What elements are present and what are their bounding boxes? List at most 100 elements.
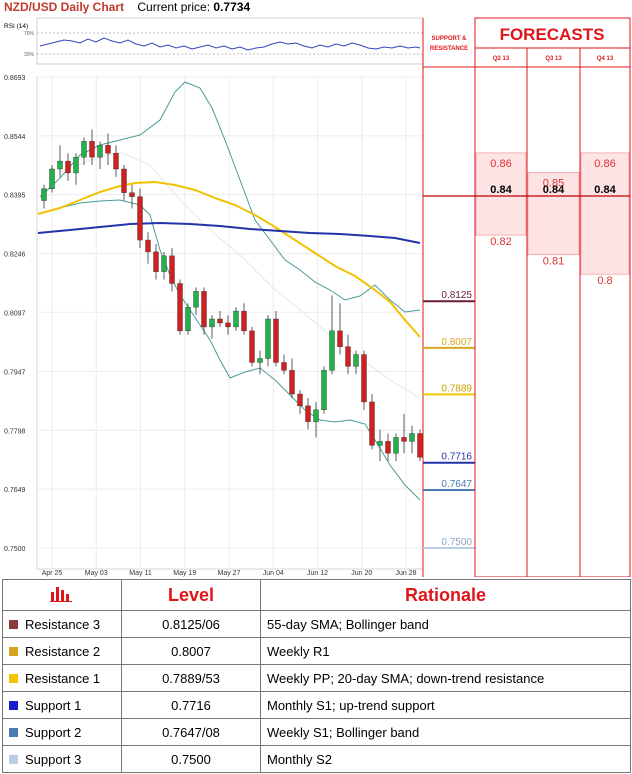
- level-color-swatch: [9, 701, 18, 711]
- forecast-value: 0.81: [543, 256, 564, 268]
- forecast-value: 0.85: [543, 177, 564, 189]
- sr-level-label: 0.7716: [441, 452, 472, 463]
- sr-level-label: 0.8007: [441, 337, 472, 348]
- forecast-range: [475, 152, 527, 236]
- bollinger-lower: [39, 199, 421, 501]
- levels-header-row: Level Rationale: [2, 579, 631, 611]
- table-row: Support 3 0.7500 Monthly S2: [2, 745, 631, 773]
- candle: [353, 350, 359, 375]
- y-tick-label: 0.8097: [4, 310, 26, 317]
- candle: [113, 145, 119, 177]
- rsi-line: [39, 37, 421, 51]
- candle: [329, 295, 335, 375]
- candle: [161, 251, 167, 280]
- forecast-value: 0.86: [490, 158, 511, 170]
- candle: [201, 287, 207, 335]
- candle: [225, 315, 231, 335]
- level-value: 0.8125/06: [121, 610, 261, 638]
- sma-55: [37, 180, 421, 338]
- candle: [233, 307, 239, 331]
- candle: [377, 429, 383, 462]
- forecast-column-label: Q3 13: [545, 56, 562, 62]
- level-name: Support 2: [25, 725, 82, 741]
- table-row: Resistance 1 0.7889/53 Weekly PP; 20-day S…: [2, 664, 631, 692]
- y-axis-ticks: 0.8693 0.8544 0.8395 0.8246 0.8097 0.7947 0.77…: [4, 75, 26, 553]
- forecast-range: [580, 152, 630, 275]
- forecast-range: [527, 172, 580, 256]
- sma-200: [37, 221, 421, 244]
- candle: [401, 413, 407, 454]
- rsi-tick-bottom: 30%: [24, 52, 35, 58]
- chart-title: NZD/USD Daily Chart: [4, 0, 125, 14]
- level-value: 0.7889/53: [121, 664, 261, 692]
- candle: [169, 247, 175, 292]
- y-tick-label: 0.7649: [4, 487, 26, 494]
- level-name: Resistance 3: [25, 617, 101, 633]
- table-row: Resistance 2 0.8007 Weekly R1: [2, 637, 631, 665]
- candle: [89, 129, 95, 166]
- candle: [337, 303, 343, 355]
- candle: [65, 153, 71, 181]
- candle: [257, 350, 263, 375]
- y-tick-label: 0.8544: [4, 134, 26, 141]
- candle: [345, 334, 351, 375]
- level-rationale: Weekly S1; Bollinger band: [260, 718, 631, 746]
- candle: [289, 358, 295, 398]
- level-name-cell: Resistance 3: [2, 610, 122, 638]
- sr-levels: 0.8125 0.8007 0.7889 0.7716 0.7647 0.7500: [423, 290, 475, 549]
- current-price: 0.7734: [213, 0, 251, 14]
- chart-panel: NZD/USD Daily Chart Current price: 0.773…: [4, 0, 631, 577]
- sr-column: SUPPORT & RESISTANCE 0.81250.80070.78890…: [422, 18, 475, 577]
- y-tick-label: 0.8246: [4, 251, 26, 258]
- candle: [81, 137, 87, 166]
- sr-header-line1: SUPPORT &: [431, 36, 467, 42]
- x-tick-label: May 11: [129, 570, 152, 577]
- sr-header-line2: RESISTANCE: [430, 46, 468, 52]
- x-axis-ticks: Apr 25 May 03 May 11 May 19 May 27 Jun 04 Jun …: [42, 570, 417, 577]
- chart-header: NZD/USD Daily Chart Current price: 0.773…: [4, 0, 250, 14]
- candle: [241, 303, 247, 335]
- table-row: Support 1 0.7716 Monthly S1; up-trend supp…: [2, 691, 631, 719]
- level-header: Level: [121, 579, 261, 611]
- candle: [73, 153, 79, 185]
- x-tick-label: May 03: [85, 570, 108, 577]
- candle: [313, 401, 319, 438]
- table-row: Resistance 3 0.8125/06 55-day SMA; Bolling…: [2, 610, 631, 638]
- candle: [97, 141, 103, 169]
- rsi-panel: RSI (14) 70% 30%: [4, 17, 424, 65]
- level-rationale: Weekly PP; 20-day SMA; down-trend resist…: [260, 664, 631, 692]
- candle: [105, 133, 111, 166]
- forecast-column-label: Q2 13: [493, 56, 510, 62]
- level-name-cell: Support 1: [2, 691, 122, 719]
- x-tick-label: Jun 12: [307, 570, 328, 577]
- level-color-swatch: [9, 674, 18, 684]
- level-name: Support 3: [25, 752, 82, 768]
- price-label: Current price:: [137, 0, 211, 14]
- level-name-cell: Resistance 2: [2, 637, 122, 665]
- forecast-column-label: Q4 13: [597, 56, 614, 62]
- x-tick-label: May 19: [173, 570, 196, 577]
- candlesticks: [41, 129, 423, 462]
- level-rationale: Monthly S1; up-trend support: [260, 691, 631, 719]
- level-rationale: 55-day SMA; Bollinger band: [260, 610, 631, 638]
- level-name-cell: Support 2: [2, 718, 122, 746]
- sr-level-label: 0.7500: [441, 537, 472, 548]
- candle: [185, 303, 191, 335]
- candle: [209, 315, 215, 339]
- table-row: Support 2 0.7647/08 Weekly S1; Bollinger b…: [2, 718, 631, 746]
- forecast-value: 0.82: [490, 236, 511, 248]
- candle: [41, 184, 47, 209]
- level-name: Resistance 1: [25, 671, 101, 687]
- level-color-swatch: [9, 647, 18, 657]
- forecast-value: 0.84: [543, 184, 565, 196]
- level-name-cell: Support 3: [2, 745, 122, 773]
- sr-level-label: 0.7647: [441, 479, 472, 490]
- rsi-tick-top: 70%: [24, 31, 35, 37]
- level-color-swatch: [9, 755, 18, 765]
- rsi-label: RSI (14): [4, 23, 28, 30]
- level-value: 0.7647/08: [121, 718, 261, 746]
- forecast-value: 0.86: [594, 158, 615, 170]
- sr-level-label: 0.7889: [441, 383, 472, 394]
